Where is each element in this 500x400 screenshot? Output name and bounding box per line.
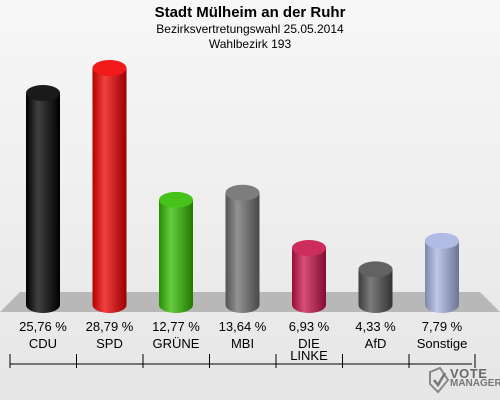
value-label: 4,33 % [355,319,396,334]
value-label: 12,77 % [152,319,200,334]
category-label: Sonstige [417,336,468,351]
category-label: DIE [298,336,320,351]
chart-header: Stadt Mülheim an der Ruhr Bezirksvertret… [0,4,500,52]
vote-manager-logo: VOTE MANAGER [428,366,500,396]
ballot-check-icon [429,366,450,394]
logo-text-vote: VOTE [450,366,488,381]
bar-body [159,199,193,313]
value-label: 7,79 % [422,319,463,334]
chart-subtitle-district: Wahlbezirk 193 [208,37,292,51]
bar-grüne [159,191,193,313]
bar-top [159,191,193,208]
value-label: 28,79 % [86,319,134,334]
bar-body [425,240,459,313]
bar-spd [92,60,127,314]
category-label: GRÜNE [153,336,200,351]
value-labels-group: 25,76 % 28,79 % 12,77 % 13,64 % 6,93 % 4,33 %… [19,319,463,334]
bars-group [26,60,459,314]
logo-text-manager: MANAGER [450,378,500,389]
bar-top [26,84,60,101]
bar-body [92,68,127,314]
bar-top [92,60,127,77]
category-label: CDU [29,336,57,351]
category-label: MBI [231,336,254,351]
category-label: SPD [96,336,123,351]
bar-body [225,192,260,313]
bar-body [358,269,393,313]
bar-die-linke [292,239,326,313]
bar-afd [358,261,393,313]
bar-cdu [26,84,60,313]
category-label: AfD [365,336,387,351]
bar-body [26,92,60,313]
bar-mbi [225,184,260,313]
bar-top [225,184,260,201]
value-label: 13,64 % [219,319,267,334]
chart-title: Stadt Mülheim an der Ruhr [154,4,346,21]
value-label: 25,76 % [19,319,67,334]
bar-top [358,261,393,278]
bar-sonstige [425,232,459,313]
value-label: 6,93 % [289,319,330,334]
category-axis [9,354,476,368]
bar-top [425,232,459,249]
bar-body [292,247,326,313]
chart-subtitle-election: Bezirksvertretungswahl 25.05.2014 [156,22,344,36]
bar-top [292,239,326,256]
category-label: LINKE [290,348,328,363]
